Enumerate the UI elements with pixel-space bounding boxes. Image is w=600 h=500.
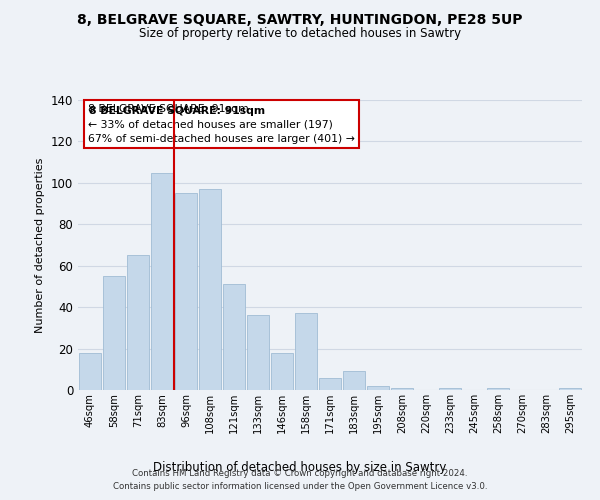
Bar — [175, 193, 197, 390]
Bar — [319, 378, 341, 390]
Bar — [127, 256, 149, 390]
Bar — [391, 388, 413, 390]
Text: Contains HM Land Registry data © Crown copyright and database right 2024.
Contai: Contains HM Land Registry data © Crown c… — [113, 470, 487, 491]
Bar — [151, 172, 173, 390]
Bar — [199, 189, 221, 390]
Bar — [559, 388, 581, 390]
Bar — [439, 388, 461, 390]
Bar — [343, 372, 365, 390]
Bar — [295, 314, 317, 390]
Bar — [103, 276, 125, 390]
Text: 8, BELGRAVE SQUARE, SAWTRY, HUNTINGDON, PE28 5UP: 8, BELGRAVE SQUARE, SAWTRY, HUNTINGDON, … — [77, 12, 523, 26]
Bar — [367, 386, 389, 390]
Bar — [223, 284, 245, 390]
Text: 8 BELGRAVE SQUARE: 91sqm: 8 BELGRAVE SQUARE: 91sqm — [89, 106, 265, 117]
Bar — [247, 316, 269, 390]
Bar — [79, 352, 101, 390]
Bar — [487, 388, 509, 390]
Text: 8 BELGRAVE SQUARE: 91sqm
← 33% of detached houses are smaller (197)
67% of semi-: 8 BELGRAVE SQUARE: 91sqm ← 33% of detach… — [88, 104, 355, 144]
Y-axis label: Number of detached properties: Number of detached properties — [35, 158, 45, 332]
Text: Size of property relative to detached houses in Sawtry: Size of property relative to detached ho… — [139, 28, 461, 40]
Text: Distribution of detached houses by size in Sawtry: Distribution of detached houses by size … — [154, 461, 446, 474]
Bar — [271, 352, 293, 390]
